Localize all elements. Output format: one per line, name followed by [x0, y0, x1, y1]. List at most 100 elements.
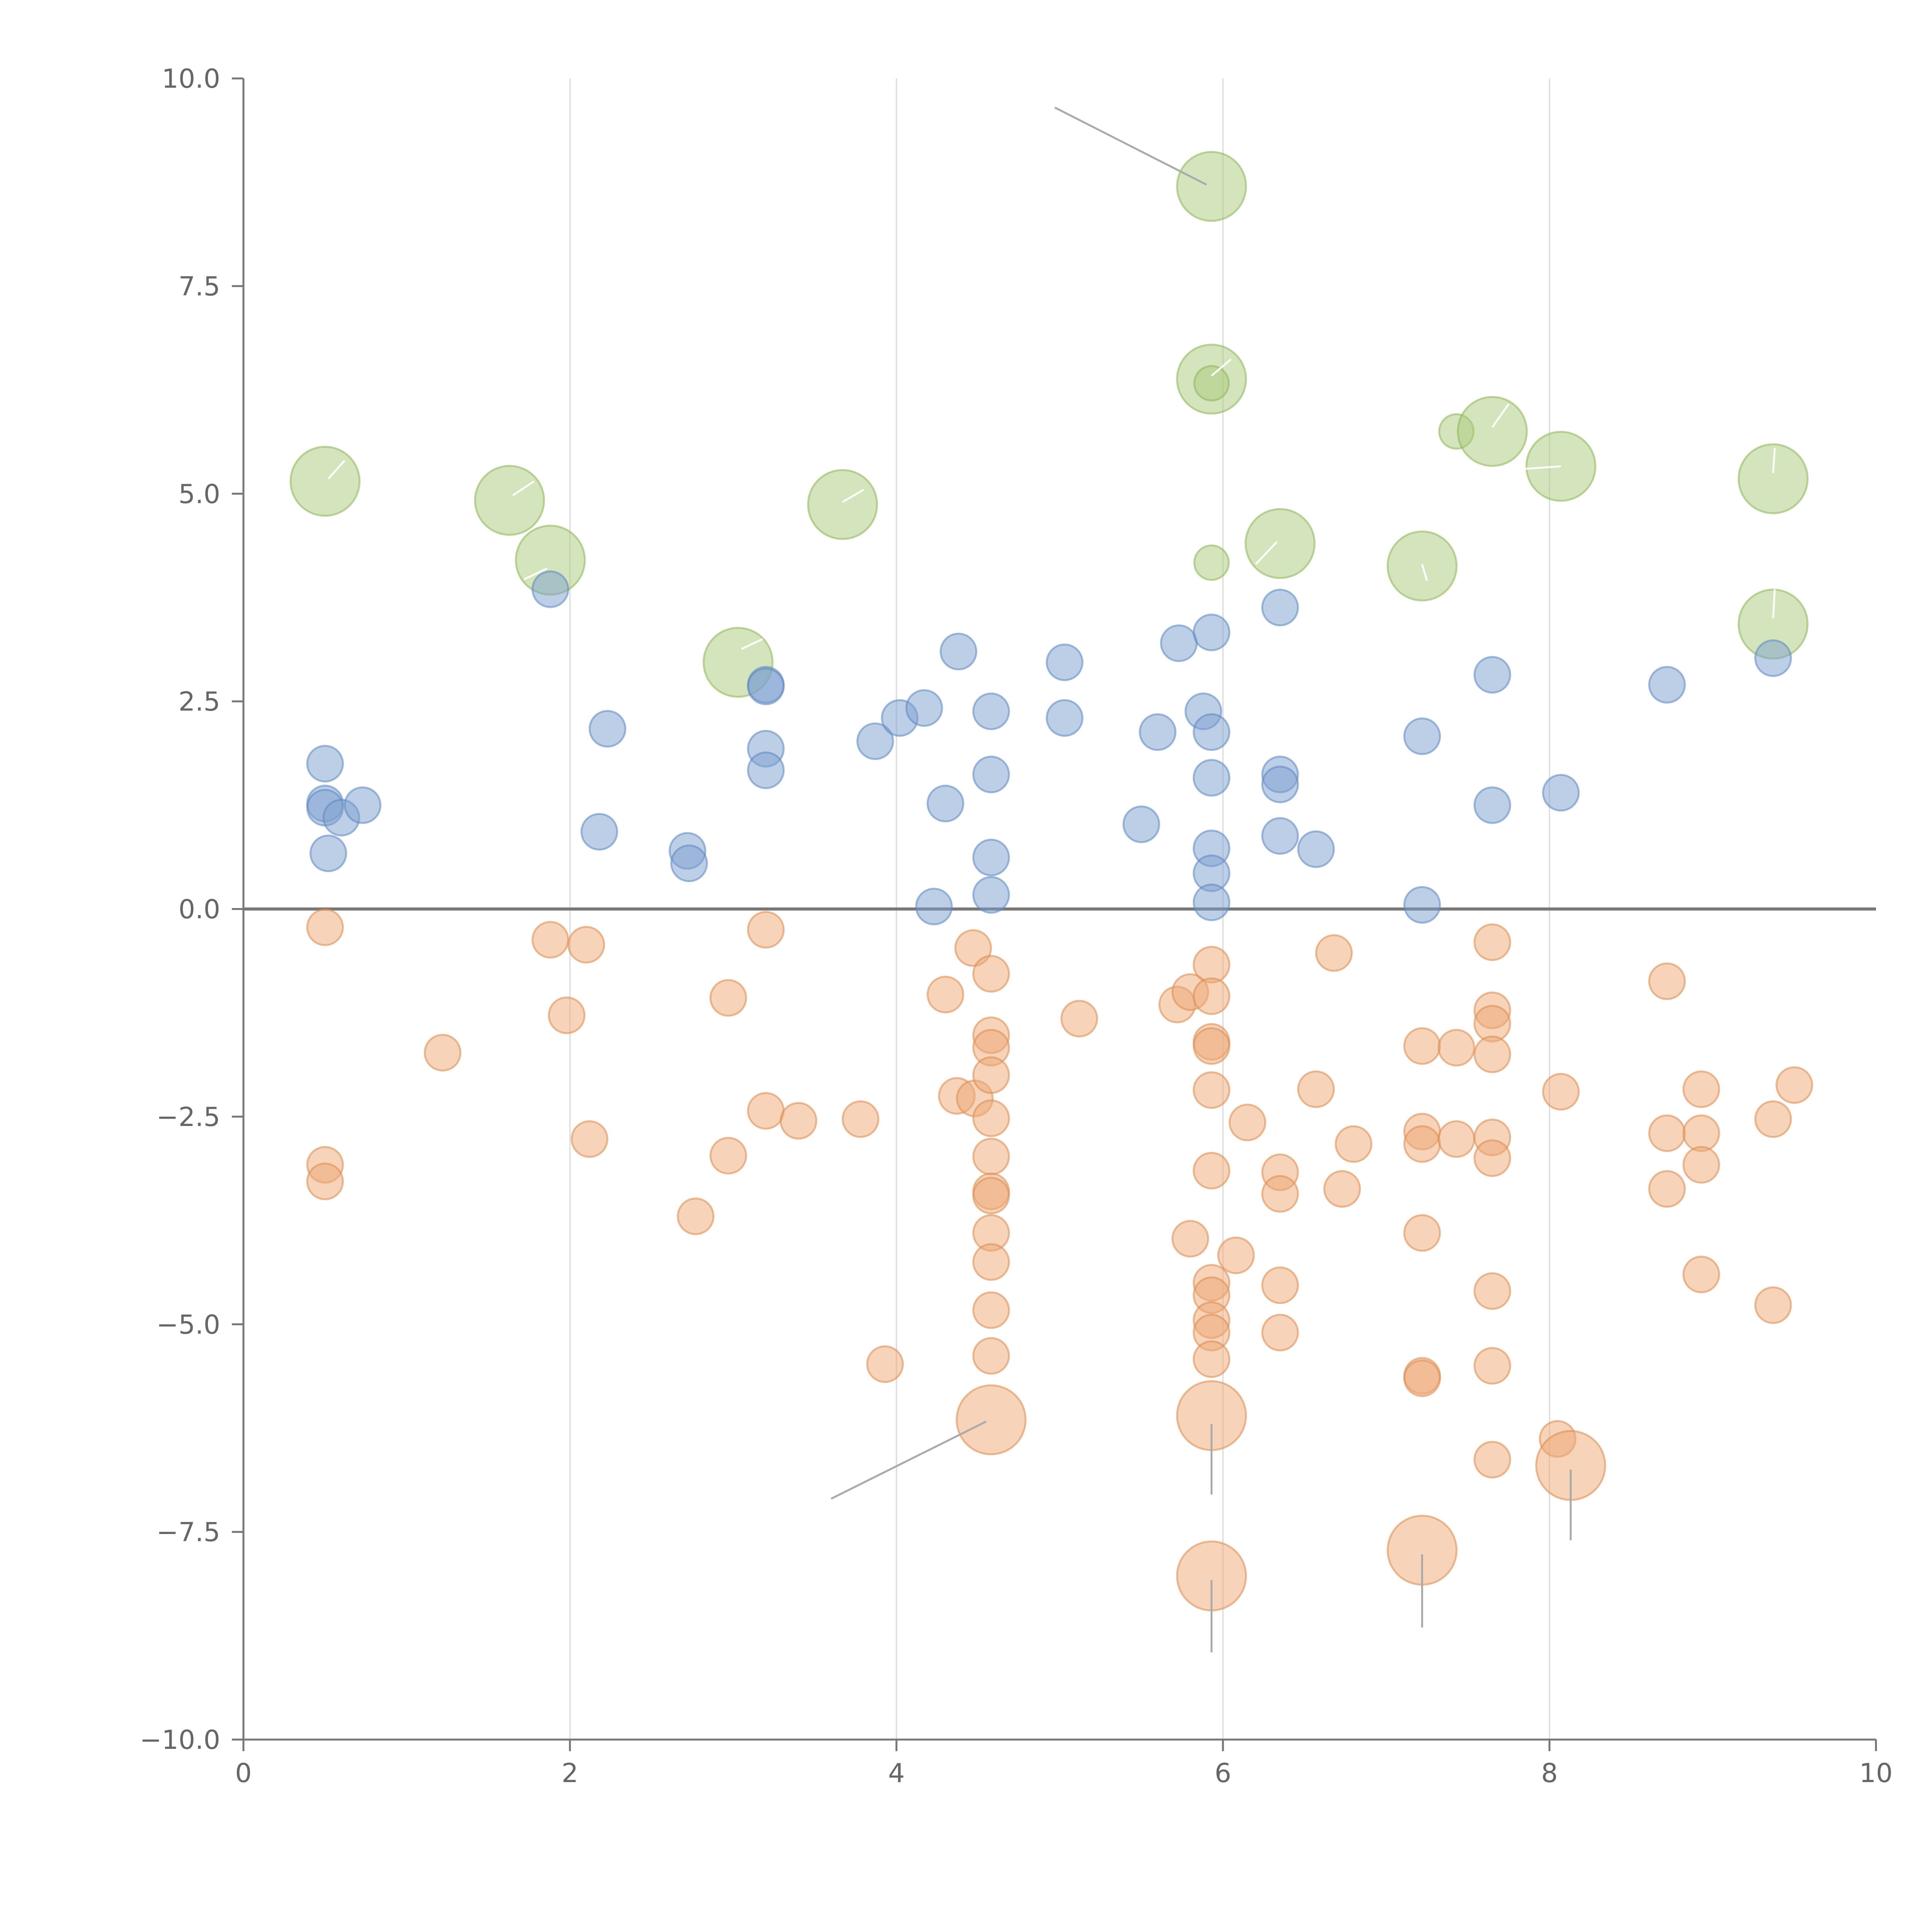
blue-point-26 [1046, 699, 1083, 737]
y-tick-label-3: 2.5 [179, 687, 220, 717]
orange-point-75 [1473, 1272, 1511, 1310]
y-tick-label-1: 7.5 [179, 271, 220, 302]
orange-point-60 [1403, 1027, 1441, 1065]
annotation-line-8 [524, 567, 548, 580]
orange-point-17 [927, 976, 964, 1014]
blue-point-39 [1261, 765, 1299, 803]
x-axis-ticks: 0 2 4 6 8 10 [235, 1740, 1893, 1789]
orange-point-69 [1473, 923, 1511, 961]
orange-point-57 [1315, 934, 1353, 972]
y-tick-label-5: −2.5 [156, 1102, 220, 1133]
green-point-14 [1738, 443, 1809, 514]
orange-point-15 [866, 1345, 904, 1383]
orange-point-31 [972, 1337, 1010, 1375]
orange-point-54 [1261, 1266, 1299, 1304]
orange-point-81 [1648, 962, 1686, 1000]
blue-point-48 [1754, 639, 1792, 677]
blue-point-31 [1192, 613, 1231, 651]
x-tick-label-5: 10 [1859, 1758, 1893, 1789]
orange-point-41 [1192, 1151, 1231, 1190]
x-tick-label-1: 2 [561, 1758, 578, 1789]
orange-point-29 [972, 1243, 1010, 1281]
y-tick-label-8: −10.0 [140, 1725, 220, 1755]
orange-point-53 [1261, 1175, 1299, 1213]
blue-point-28 [1139, 713, 1177, 751]
orange-point-44 [1228, 1104, 1267, 1141]
orange-point-78 [1542, 1073, 1580, 1111]
orange-point-58 [1323, 1170, 1361, 1208]
orange-point-55 [1261, 1314, 1299, 1352]
blue-point-15 [856, 722, 894, 760]
y-tick-label-0: 10.0 [162, 64, 220, 94]
orange-point-32 [956, 1384, 1027, 1456]
blue-point-36 [1192, 883, 1231, 922]
annotation-line-1 [830, 1420, 987, 1500]
orange-point-62 [1403, 1125, 1441, 1163]
blue-point-6 [531, 570, 570, 608]
blue-point-10 [670, 844, 708, 883]
orange-point-2 [306, 1162, 344, 1201]
orange-point-72 [1473, 1035, 1511, 1073]
orange-point-83 [1648, 1170, 1686, 1208]
blue-point-29 [1160, 624, 1198, 662]
orange-point-59 [1335, 1125, 1372, 1163]
x-tick-label-0: 0 [235, 1758, 252, 1789]
blue-point-47 [1648, 666, 1686, 704]
orange-point-8 [709, 979, 747, 1017]
blue-point-41 [1297, 830, 1335, 868]
green-point-13 [1525, 431, 1597, 502]
y-tick-label-2: 5.0 [179, 479, 220, 510]
orange-point-87 [1682, 1255, 1720, 1294]
blue-point-21 [972, 692, 1010, 730]
x-tick-label-3: 6 [1214, 1758, 1231, 1789]
orange-point-37 [1192, 977, 1231, 1015]
green-point-5 [1176, 151, 1247, 222]
blue-point-42 [1403, 717, 1441, 755]
orange-point-42 [1171, 1220, 1209, 1258]
blue-point-33 [1192, 759, 1231, 797]
green-point-1 [474, 465, 545, 536]
data-points [289, 151, 1813, 1612]
blue-point-17 [905, 689, 943, 727]
orange-point-4 [531, 921, 570, 959]
blue-point-27 [1122, 805, 1160, 843]
orange-point-6 [548, 996, 586, 1034]
orange-point-76 [1473, 1347, 1511, 1385]
orange-point-7 [570, 1120, 609, 1158]
y-tick-label-4: 0.0 [179, 895, 220, 925]
orange-point-30 [972, 1291, 1010, 1329]
green-point-4 [807, 469, 878, 540]
annotation-line-12 [1255, 541, 1278, 565]
orange-point-27 [972, 1177, 1010, 1214]
green-point-7 [1193, 365, 1230, 402]
orange-point-12 [747, 1092, 785, 1130]
orange-point-49 [1192, 1340, 1231, 1378]
blue-point-14 [747, 751, 785, 789]
blue-point-5 [309, 834, 347, 872]
annotation-line-6 [327, 460, 345, 480]
green-point-0 [289, 446, 361, 517]
blue-point-8 [580, 813, 618, 851]
orange-point-18 [972, 955, 1010, 993]
blue-point-46 [1542, 774, 1580, 812]
blue-point-25 [1046, 643, 1083, 681]
x-tick-label-2: 4 [888, 1758, 905, 1789]
annotation-line-7 [512, 480, 535, 497]
annotation-line-10 [842, 488, 864, 503]
annotation-line-14 [1492, 403, 1510, 428]
orange-point-82 [1648, 1114, 1686, 1152]
orange-point-88 [1754, 1100, 1792, 1138]
blue-point-4 [344, 786, 382, 824]
orange-point-56 [1297, 1070, 1335, 1108]
orange-point-67 [1437, 1029, 1475, 1067]
orange-point-23 [972, 1056, 1010, 1094]
orange-point-0 [306, 908, 344, 946]
annotation-line-15 [1525, 465, 1561, 470]
orange-point-10 [677, 1197, 715, 1235]
x-tick-label-4: 8 [1541, 1758, 1558, 1789]
annotation-line-13 [1421, 564, 1428, 582]
orange-point-90 [1776, 1066, 1813, 1104]
orange-point-77 [1473, 1440, 1511, 1479]
annotation-line-9 [741, 638, 763, 650]
